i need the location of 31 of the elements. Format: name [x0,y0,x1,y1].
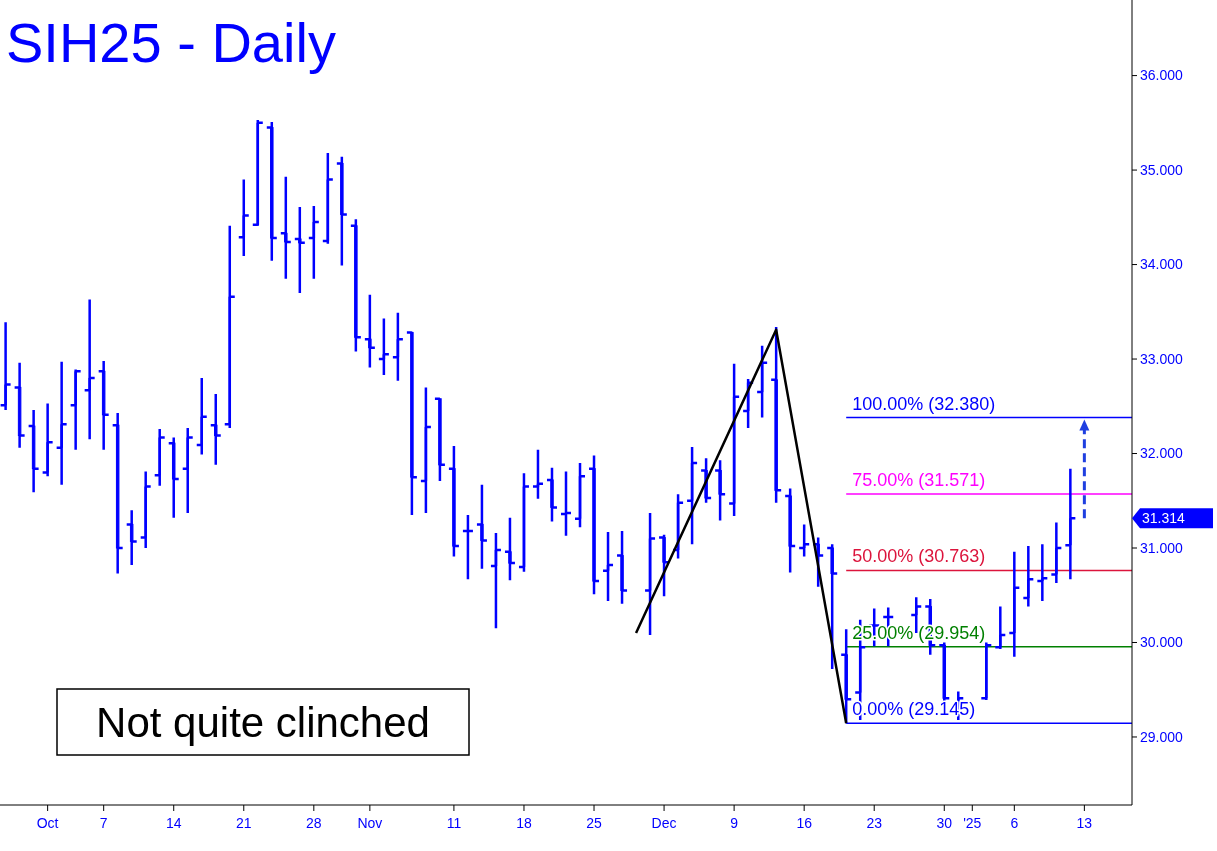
y-tick-label: 30.000 [1140,634,1184,651]
ref-line-label: 50.00% (30.763) [852,546,986,567]
x-tick-label: 18 [516,815,532,831]
annotation: Not quite clinched [96,698,430,746]
chart-title: SIH25 - Daily [6,11,336,74]
x-tick-label: 16 [796,815,813,831]
y-tick-label: 36.000 [1140,67,1184,84]
x-tick-label: Oct [36,815,59,831]
x-tick-label: 21 [235,815,252,831]
y-tick-label: 34.000 [1140,256,1184,273]
x-tick-label: 7 [99,815,108,831]
x-tick-label: 28 [306,815,322,831]
x-tick-label: 11 [446,815,462,831]
ref-line-label: 75.00% (31.571) [852,470,986,491]
y-tick-label: 29.000 [1140,728,1184,745]
text: 31.314 [1142,510,1186,527]
y-tick-label: 31.000 [1140,539,1184,556]
x-tick-label: 25 [586,815,603,831]
x-tick-label: 9 [730,815,739,831]
x-tick-label: 23 [866,815,883,831]
x-tick-label: 14 [165,815,182,831]
x-tick-label: 13 [1076,815,1093,831]
x-tick-label: Nov [357,815,383,831]
y-tick-label: 32.000 [1140,445,1184,462]
ref-line-label: 100.00% (32.380) [852,393,996,414]
x-tick-label: 30 [936,815,953,831]
x-tick-label: '25 [963,815,982,831]
y-tick-label: 35.000 [1140,161,1184,178]
x-tick-label: 6 [1010,815,1019,831]
x-tick-label: Dec [651,815,677,831]
y-tick-label: 33.000 [1140,350,1184,367]
